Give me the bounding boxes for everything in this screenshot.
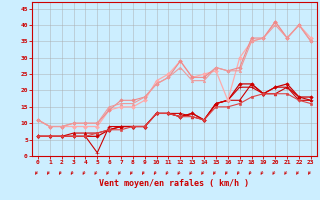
- X-axis label: Vent moyen/en rafales ( km/h ): Vent moyen/en rafales ( km/h ): [100, 179, 249, 188]
